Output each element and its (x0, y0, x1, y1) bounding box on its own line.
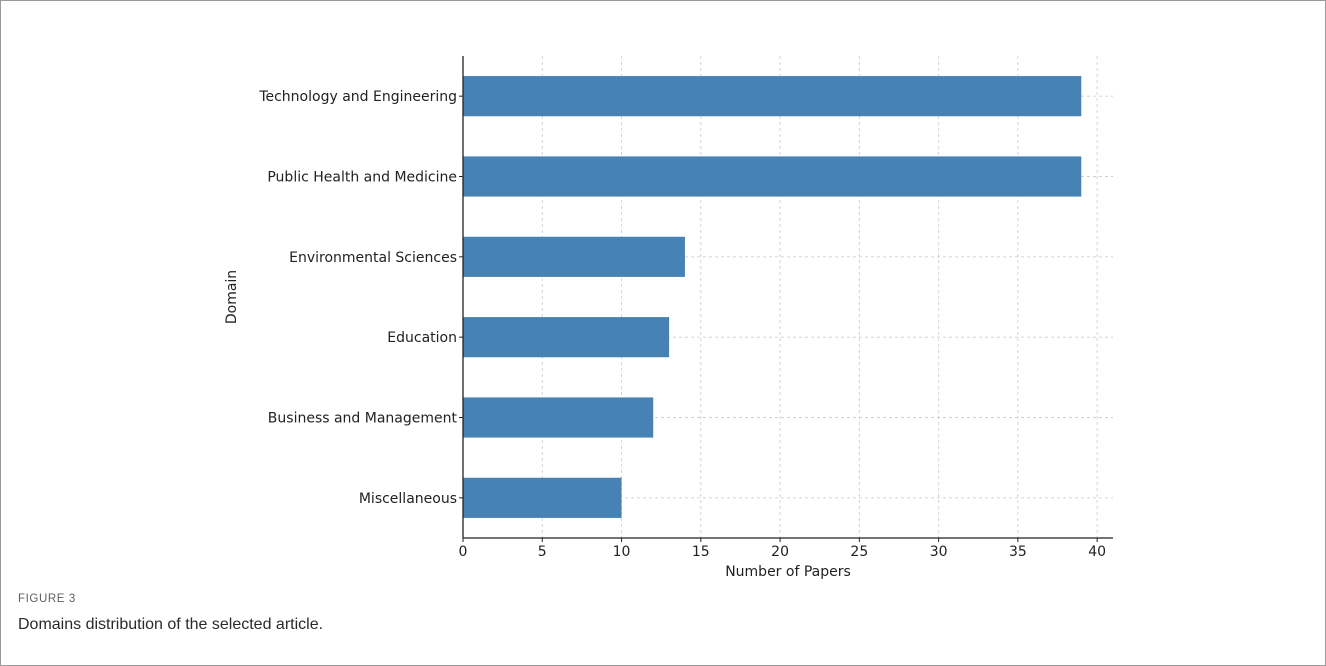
grid-layer (463, 56, 1113, 538)
y-tick-label: Public Health and Medicine (267, 170, 457, 186)
x-tick-label: 15 (692, 544, 710, 560)
x-tick-label: 25 (850, 544, 868, 560)
y-tick-label: Education (387, 330, 457, 346)
bar (463, 236, 685, 277)
x-tick-label: 0 (459, 544, 468, 560)
y-tick-label: Environmental Sciences (289, 250, 457, 266)
figure-caption: Domains distribution of the selected art… (18, 616, 324, 633)
x-tick-label: 20 (771, 544, 789, 560)
axes-layer (462, 56, 1113, 539)
figure-label: FIGURE 3 (18, 593, 76, 605)
x-axis-title: Number of Papers (725, 564, 851, 580)
bar (463, 317, 670, 358)
x-tick-label: 35 (1009, 544, 1027, 560)
y-tick-label: Miscellaneous (359, 491, 457, 507)
x-tick-label: 5 (538, 544, 547, 560)
y-tick-label: Business and Management (268, 411, 458, 427)
x-tick-label: 10 (613, 544, 631, 560)
bar (463, 397, 654, 438)
bar (463, 76, 1082, 117)
x-tick-label: 30 (930, 544, 948, 560)
bar (463, 477, 622, 518)
ticks-layer: Technology and Engineering Public Health … (258, 89, 1106, 560)
y-axis-title: Domain (224, 270, 240, 324)
x-tick-label: 40 (1088, 544, 1106, 560)
bar (463, 156, 1082, 197)
y-tick-label: Technology and Engineering (258, 89, 457, 105)
bars-layer (463, 76, 1082, 518)
